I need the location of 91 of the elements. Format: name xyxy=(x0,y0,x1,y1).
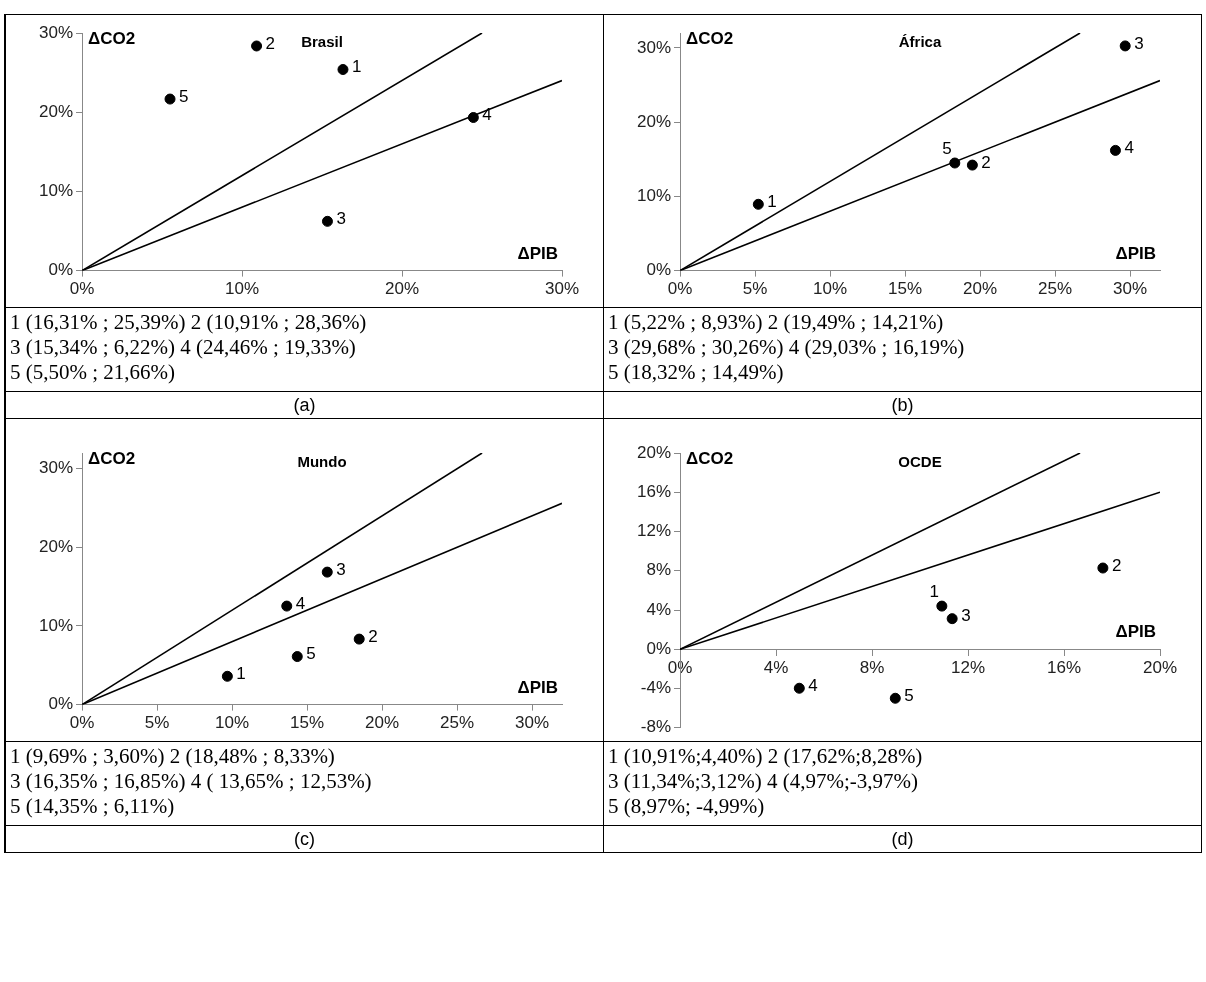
x-tick-label: 20% xyxy=(962,279,998,299)
text: 5 (5,50% ; 21,66%) xyxy=(10,360,177,385)
text: 3 (16,35% ; 16,85%) 4 ( 13,65% ; 12,53%) xyxy=(10,769,373,794)
x-tick-label: 10% xyxy=(215,713,250,733)
y-tick-label: 20% xyxy=(38,537,74,557)
annotation: 4 xyxy=(295,593,306,613)
y-axis-title: ΔCO2 xyxy=(686,449,734,469)
annotation: 2 xyxy=(368,626,378,646)
annotation: 1 xyxy=(929,582,939,602)
y-tick-label: 10% xyxy=(636,186,672,206)
chart-title: África xyxy=(898,32,942,50)
x-tick-label: 5% xyxy=(742,279,768,299)
annotation: 1 xyxy=(351,57,362,77)
text: 3 (11,34%;3,12%) 4 (4,97%;-3,97%) xyxy=(608,769,920,794)
annotation: 3 xyxy=(1134,33,1144,53)
y-axis-title: ΔCO2 xyxy=(88,29,136,49)
y-tick-label: 30% xyxy=(636,37,672,57)
y-tick-label: 8% xyxy=(646,560,672,580)
annotation: 3 xyxy=(961,606,971,626)
x-tick-label: 10% xyxy=(813,279,848,299)
y-tick-label: 0% xyxy=(48,694,74,714)
x-tick-label: 30% xyxy=(514,713,550,733)
y-tick-label: 0% xyxy=(48,260,74,280)
y-tick-label: 16% xyxy=(636,481,672,501)
y-tick-label: 20% xyxy=(38,101,74,121)
annotation: 3 xyxy=(336,209,346,229)
annotation: 5 xyxy=(306,644,316,664)
y-tick-label: -8% xyxy=(640,717,672,737)
x-tick-label: 15% xyxy=(290,713,325,733)
x-tick-label: 20% xyxy=(1142,658,1178,678)
chart-title: Mundo xyxy=(297,452,347,470)
annotation: 3 xyxy=(336,559,346,579)
text: 5 (18,32% ; 14,49%) xyxy=(608,360,785,385)
text: 3 (29,68% ; 30,26%) 4 (29,03% ; 16,19%) xyxy=(608,335,966,360)
y-tick-label: 30% xyxy=(38,22,74,42)
y-tick-label: 0% xyxy=(646,638,672,658)
x-tick-label: 0% xyxy=(667,279,693,299)
y-tick-label: 10% xyxy=(38,181,74,201)
text: 1 (10,91%;4,40%) 2 (17,62%;8,28%) xyxy=(608,744,924,769)
x-tick-label: 15% xyxy=(888,279,923,299)
x-tick-label: 25% xyxy=(1037,279,1073,299)
x-tick-label: 10% xyxy=(225,279,260,299)
x-tick-label: 30% xyxy=(544,279,580,299)
chart-title: OCDE xyxy=(898,452,942,470)
x-axis-title: ΔPIB xyxy=(517,677,558,697)
x-tick-label: 5% xyxy=(144,713,170,733)
x-axis-title: ΔPIB xyxy=(517,243,558,263)
annotation: 4 xyxy=(808,675,818,695)
x-tick-label: 20% xyxy=(364,713,400,733)
y-tick-label: 0% xyxy=(646,260,672,280)
x-tick-label: 12% xyxy=(950,658,986,678)
y-tick-label: -4% xyxy=(640,678,672,698)
x-tick-label: 0% xyxy=(69,713,95,733)
annotation: 5 xyxy=(904,685,914,705)
y-tick-label: 20% xyxy=(636,111,672,131)
x-tick-label: 8% xyxy=(859,658,885,678)
annotation: 2 xyxy=(981,152,991,172)
y-tick-label: 30% xyxy=(38,458,74,478)
text: (c) xyxy=(6,825,603,852)
x-tick-label: 25% xyxy=(439,713,475,733)
x-tick-label: 30% xyxy=(1112,279,1148,299)
text: 1 (9,69% ; 3,60%) 2 (18,48% ; 8,33%) xyxy=(10,744,336,769)
annotation: 5 xyxy=(179,86,189,106)
y-axis-title: ΔCO2 xyxy=(686,29,734,49)
text: 1 (5,22% ; 8,93%) 2 (19,49% ; 14,21%) xyxy=(608,310,945,335)
y-tick-label: 10% xyxy=(38,615,74,635)
text: (b) xyxy=(604,391,1201,418)
annotation: 1 xyxy=(236,663,246,683)
x-tick-label: 0% xyxy=(667,658,693,678)
x-axis-title: ΔPIB xyxy=(1115,622,1156,642)
text: 5 (8,97%; -4,99%) xyxy=(608,794,766,819)
text: 3 (15,34% ; 6,22%) 4 (24,46% ; 19,33%) xyxy=(10,335,357,360)
annotation: 2 xyxy=(265,33,276,53)
text: 1 (16,31% ; 25,39%) 2 (10,91% ; 28,36%) xyxy=(10,310,368,335)
annotation: 1 xyxy=(767,191,777,211)
y-axis-title: ΔCO2 xyxy=(88,449,136,469)
x-tick-label: 0% xyxy=(69,279,95,299)
text: (a) xyxy=(6,391,603,418)
x-tick-label: 16% xyxy=(1046,658,1082,678)
y-tick-label: 12% xyxy=(636,521,672,541)
x-tick-label: 20% xyxy=(384,279,420,299)
chart-title: Brasil xyxy=(301,32,343,50)
annotation: 5 xyxy=(942,139,952,159)
x-axis-title: ΔPIB xyxy=(1115,243,1156,263)
text: (d) xyxy=(604,825,1201,852)
y-tick-label: 20% xyxy=(636,442,672,462)
annotation: 4 xyxy=(1124,138,1134,158)
text: 5 (14,35% ; 6,11%) xyxy=(10,794,176,819)
x-tick-label: 4% xyxy=(763,658,789,678)
y-tick-label: 4% xyxy=(646,599,672,619)
annotation: 2 xyxy=(1111,555,1122,575)
